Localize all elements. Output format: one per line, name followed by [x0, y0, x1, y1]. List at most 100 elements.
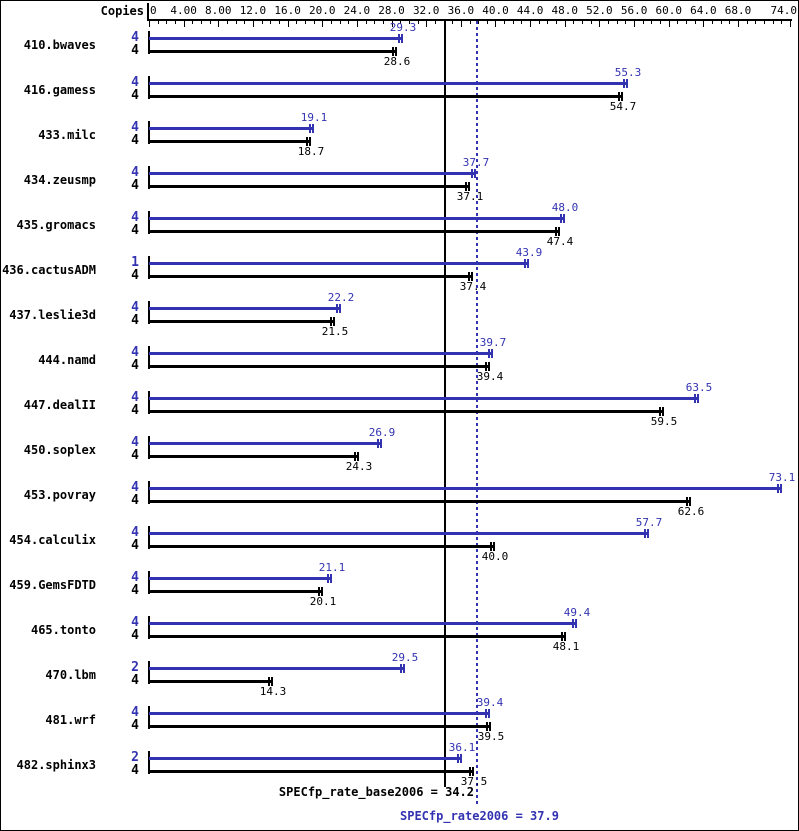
base-value-label: 47.4 [546, 235, 574, 248]
peak-bar-endcap [474, 169, 476, 178]
peak-bar [149, 577, 332, 580]
axis-major-tick [790, 21, 791, 27]
axis-tick-label: 68.0 [724, 4, 752, 17]
base-bar-whisker [486, 722, 488, 731]
axis-minor-tick [383, 21, 384, 24]
base-bar-whisker [465, 182, 467, 191]
benchmark-label: 433.milc [38, 128, 96, 142]
base-bar [149, 365, 490, 368]
peak-bar-whisker [488, 349, 490, 358]
base-copies: 4 [131, 763, 139, 778]
axis-major-tick [634, 21, 635, 27]
group-baseline-tick [148, 706, 150, 729]
group-baseline-tick [148, 571, 150, 594]
base-value-label: 24.3 [345, 460, 373, 473]
peak-bar [149, 397, 699, 400]
benchmark-label: 437.leslie3d [9, 308, 96, 322]
base-bar-whisker [555, 227, 557, 236]
axis-minor-tick [747, 21, 748, 24]
axis-minor-tick [374, 21, 375, 24]
axis-minor-tick [591, 21, 592, 24]
base-value-label: 20.1 [309, 595, 337, 608]
peak-bar-endcap [488, 709, 490, 718]
peak-bar [149, 127, 314, 130]
peak-bar-endcap [401, 34, 403, 43]
base-bar-whisker [468, 272, 470, 281]
axis-minor-tick [478, 21, 479, 24]
base-bar-whisker [268, 677, 270, 686]
axis-minor-tick [625, 21, 626, 24]
base-bar [149, 140, 311, 143]
peak-bar-whisker [485, 709, 487, 718]
base-bar-endcap [488, 362, 490, 371]
peak-copies: 4 [131, 615, 139, 630]
peak-copies: 4 [131, 570, 139, 585]
axis-minor-tick [547, 21, 548, 24]
base-copies: 4 [131, 358, 139, 373]
axis-major-tick [392, 21, 393, 27]
axis-minor-tick [314, 21, 315, 24]
peak-bar-endcap [527, 259, 529, 268]
group-baseline-tick [148, 436, 150, 459]
axis-major-tick [218, 21, 219, 27]
peak-bar-whisker [471, 169, 473, 178]
base-bar [149, 770, 474, 773]
axis-major-tick [599, 21, 600, 27]
base-value-label: 21.5 [321, 325, 349, 338]
axis-minor-tick [764, 21, 765, 24]
axis-minor-tick [409, 21, 410, 24]
axis-minor-tick [470, 21, 471, 24]
axis-minor-tick [573, 21, 574, 24]
axis-major-tick [669, 21, 670, 27]
peak-value-label: 57.7 [635, 516, 663, 529]
peak-value-label: 49.4 [563, 606, 591, 619]
base-bar-endcap [558, 227, 560, 236]
base-value-label: 59.5 [650, 415, 678, 428]
peak-bar-whisker [398, 34, 400, 43]
base-bar-endcap [309, 137, 311, 146]
axis-minor-tick [175, 21, 176, 24]
peak-value-label: 26.9 [368, 426, 396, 439]
peak-copies: 4 [131, 120, 139, 135]
axis-minor-tick [444, 21, 445, 24]
base-bar-whisker [330, 317, 332, 326]
peak-bar-endcap [626, 79, 628, 88]
base-copies: 4 [131, 583, 139, 598]
benchmark-label: 465.tonto [30, 623, 96, 637]
axis-minor-tick [452, 21, 453, 24]
peak-value-label: 39.7 [479, 336, 507, 349]
benchmark-label: 481.wrf [45, 713, 96, 727]
base-copies: 4 [131, 403, 139, 418]
peak-bar-endcap [339, 304, 341, 313]
peak-bar-whisker [644, 529, 646, 538]
axis-tick-label: 36.0 [447, 4, 475, 17]
base-copies: 4 [131, 223, 139, 238]
base-bar [149, 455, 359, 458]
peak-bar [149, 757, 462, 760]
axis-tick-label: 20.0 [308, 4, 336, 17]
peak-copies: 4 [131, 345, 139, 360]
group-baseline-tick [148, 211, 150, 234]
base-value-label: 18.7 [297, 145, 325, 158]
peak-copies: 4 [131, 75, 139, 90]
peak-bar-whisker [309, 124, 311, 133]
group-baseline-tick [148, 166, 150, 189]
peak-value-label: 63.5 [685, 381, 713, 394]
axis-minor-tick [556, 21, 557, 24]
axis-minor-tick [158, 21, 159, 24]
peak-bar [149, 37, 403, 40]
axis-minor-tick [651, 21, 652, 24]
axis-tick-label: 16.0 [274, 4, 301, 17]
benchmark-label: 434.zeusmp [23, 173, 96, 187]
base-bar-whisker [354, 452, 356, 461]
base-copies: 4 [131, 313, 139, 328]
peak-copies: 2 [131, 660, 139, 675]
axis-tick-label: 24.0 [343, 4, 371, 17]
base-value-label: 40.0 [481, 550, 509, 563]
base-bar [149, 500, 691, 503]
base-bar-endcap [333, 317, 335, 326]
axis-minor-tick [521, 21, 522, 24]
axis-tick-label: 28.0 [378, 4, 405, 17]
axis-tick-label: 74.0 [770, 4, 798, 17]
axis-tick-label: 60.0 [655, 4, 682, 17]
